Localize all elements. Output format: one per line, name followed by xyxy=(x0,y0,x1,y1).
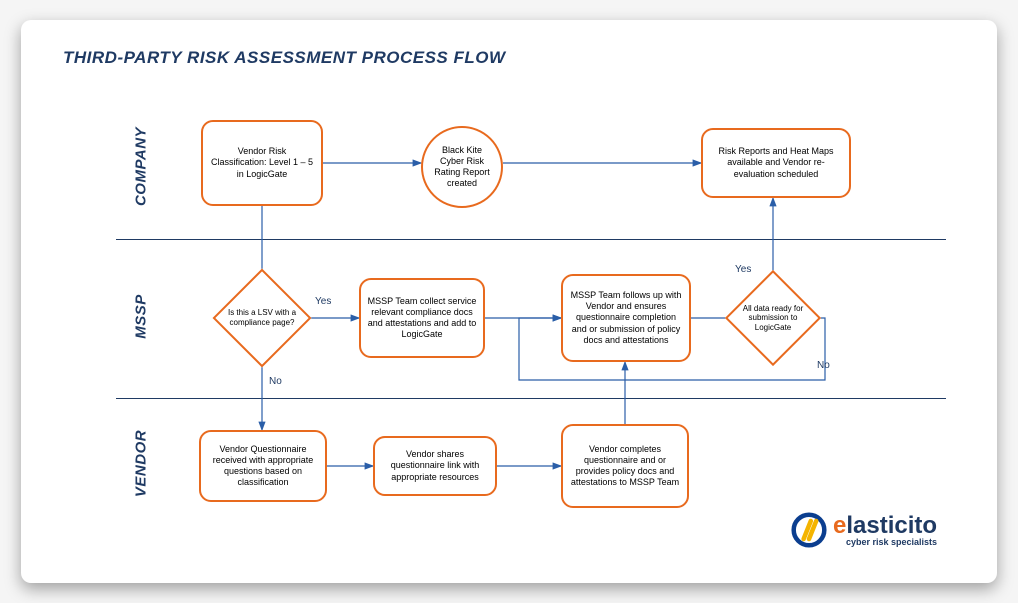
edge-label: No xyxy=(269,376,282,387)
lane-divider xyxy=(116,239,946,240)
flow-node-process: Vendor shares questionnaire link with ap… xyxy=(373,436,497,496)
lane-label: MSSP xyxy=(133,257,150,377)
flow-node-process: Risk Reports and Heat Maps available and… xyxy=(701,128,851,198)
lane-label: COMPANY xyxy=(133,107,150,227)
flowchart-card: THIRD-PARTY RISK ASSESSMENT PROCESS FLOW… xyxy=(21,20,997,583)
edge-label: Yes xyxy=(315,296,331,307)
flow-node-process: Vendor Questionnaire received with appro… xyxy=(199,430,327,502)
flow-node-process-circle: Black Kite Cyber Risk Rating Report crea… xyxy=(421,126,503,208)
brand-logo-icon xyxy=(791,512,827,548)
lane-label: VENDOR xyxy=(133,404,150,524)
flow-node-text: All data ready for submission to LogicGa… xyxy=(729,284,817,352)
flow-node-process: MSSP Team collect service relevant compl… xyxy=(359,278,485,358)
flow-node-decision: All data ready for submission to LogicGa… xyxy=(739,284,807,352)
flow-node-text: Is this a LSV with a compliance page? xyxy=(217,283,308,353)
lane-divider xyxy=(116,398,946,399)
edge-label: Yes xyxy=(735,264,751,275)
brand-wordmark: elasticito xyxy=(833,514,937,538)
flow-node-decision: Is this a LSV with a compliance page? xyxy=(227,283,297,353)
edge-label: No xyxy=(817,360,830,371)
brand-tagline: cyber risk specialists xyxy=(846,538,937,547)
flow-node-process: Vendor Risk Classification: Level 1 – 5 … xyxy=(201,120,323,206)
flow-node-process: MSSP Team follows up with Vendor and ens… xyxy=(561,274,691,362)
page-title: THIRD-PARTY RISK ASSESSMENT PROCESS FLOW xyxy=(63,48,506,68)
flow-node-process: Vendor completes questionnaire and or pr… xyxy=(561,424,689,508)
brand-logo: elasticitocyber risk specialists xyxy=(791,512,937,548)
edges-layer xyxy=(21,20,997,583)
